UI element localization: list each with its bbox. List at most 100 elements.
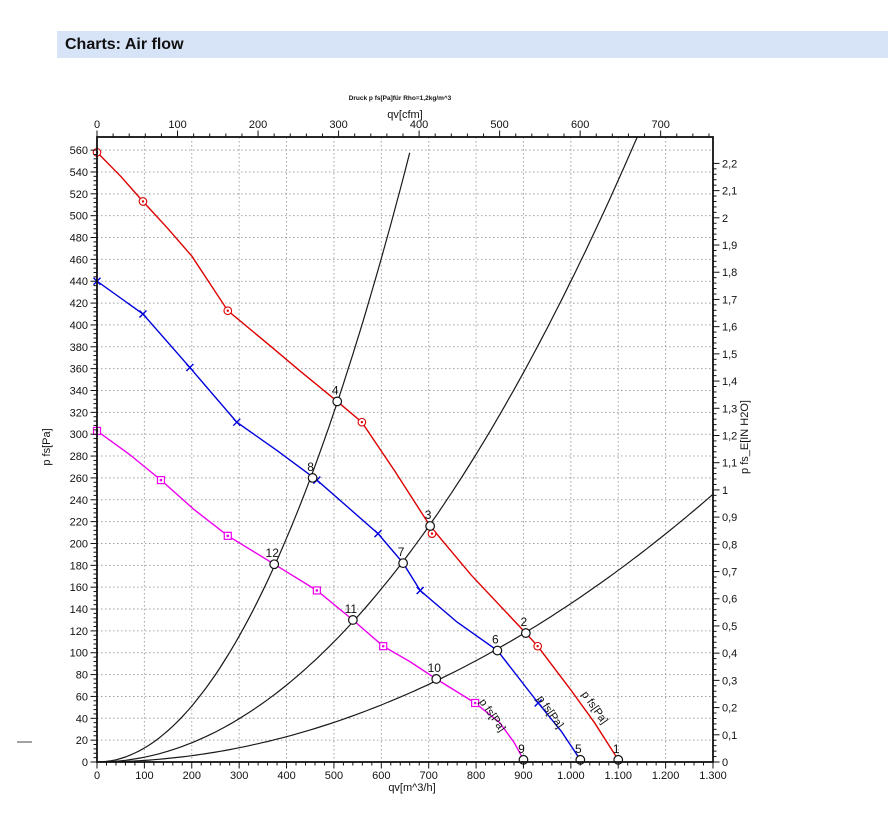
right-axis-tick-label: 1,9	[722, 240, 737, 252]
right-axis-tick-label: 1,1	[722, 458, 737, 470]
operating-point-6	[492, 645, 503, 656]
fan-curve-red-markers	[92, 147, 543, 651]
right-axis-tick-label: 0,4	[722, 648, 737, 660]
margin-dash: —	[17, 733, 32, 750]
left-axis-tick-label: 440	[70, 276, 88, 288]
top-axis-tick-label: 200	[249, 119, 267, 131]
x-marker-icon	[534, 699, 543, 707]
top-axis-tick-label: 300	[329, 119, 347, 131]
left-axis-tick-label: 240	[70, 495, 88, 507]
circle-dot-marker-icon	[360, 420, 364, 424]
operating-point-label-3: 3	[425, 508, 432, 522]
right-axis-tick-label: 0,5	[722, 621, 737, 633]
x-marker-icon	[185, 363, 194, 372]
x-marker-icon	[138, 310, 147, 319]
operating-point-4	[332, 396, 343, 407]
left-axis-tick-label: 120	[70, 626, 88, 638]
page-title: Charts: Air flow	[65, 35, 184, 53]
right-axis-tick-label: 0,9	[722, 512, 737, 524]
left-axis-tick-label: 500	[70, 211, 88, 223]
system-curves	[97, 137, 713, 762]
right-axis-tick-label: 1,3	[722, 403, 737, 415]
left-axis-tick-label: 340	[70, 385, 88, 397]
square-dot-marker-icon	[473, 701, 477, 705]
right-axis-tick-label: 1,2	[722, 430, 737, 442]
bottom-axis-title: qv[m^3/h]	[388, 782, 435, 794]
fan-curve-magenta-end-label: p fs[Pa]	[476, 697, 507, 734]
left-axis-tick-label: 480	[70, 233, 88, 245]
operating-point-label-6: 6	[492, 633, 499, 647]
operating-point-label-2: 2	[520, 615, 527, 629]
square-dot-marker-icon	[226, 534, 230, 538]
left-axis-tick-label: 420	[70, 298, 88, 310]
right-axis-tick-label: 0	[722, 757, 728, 769]
bottom-axis-tick-label: 1.200	[652, 770, 680, 782]
top-axis-tick-label: 500	[490, 119, 508, 131]
right-axis-tick-label: 0,6	[722, 594, 737, 606]
right-axis-tick-label: 0,7	[722, 567, 737, 579]
fan-curve-blue-markers	[93, 277, 543, 707]
right-axis-tick-label: 1,8	[722, 267, 737, 279]
right-axis-tick-label: 0,8	[722, 539, 737, 551]
left-axis-tick-label: 160	[70, 582, 88, 594]
plot-border	[96, 136, 714, 763]
operating-point-label-8: 8	[307, 460, 314, 474]
left-axis-tick-label: 0	[82, 757, 88, 769]
right-axis-tick-label: 1,6	[722, 322, 737, 334]
chart-title: Druck p fs[Pa]für Rho=1,2kg/m^3	[349, 94, 452, 102]
operating-point-label-5: 5	[575, 742, 582, 756]
left-axis-tick-label: 560	[70, 145, 88, 157]
top-axis-tick-label: 0	[94, 119, 100, 131]
square-dot-marker-icon	[381, 644, 385, 648]
left-axis-tick-label: 180	[70, 560, 88, 572]
operating-point-11	[347, 615, 358, 625]
left-axis-tick-label: 280	[70, 451, 88, 463]
x-marker-icon	[373, 529, 382, 538]
left-axis-tick-label: 220	[70, 517, 88, 529]
left-axis-tick-label: 260	[70, 473, 88, 485]
fan-curve-blue	[97, 280, 581, 761]
right-axis-tick-label: 2	[722, 213, 728, 225]
left-axis-tick-label: 380	[70, 342, 88, 354]
top-axis-tick-label: 100	[168, 119, 186, 131]
bottom-axis-tick-label: 300	[230, 770, 248, 782]
bottom-axis-tick-label: 1.300	[699, 770, 727, 782]
bottom-axis-tick-label: 900	[514, 770, 532, 782]
right-axis-tick-label: 0,1	[722, 730, 737, 742]
bottom-axis-tick-label: 500	[325, 770, 343, 782]
right-axis-tick-label: 2,2	[722, 158, 737, 170]
right-axis-tick-label: 1	[722, 485, 728, 497]
left-axis-tick-label: 460	[70, 254, 88, 266]
operating-point-8	[307, 473, 318, 483]
operating-point-label-12: 12	[266, 546, 280, 560]
chart-grid	[97, 137, 713, 762]
right-axis-title: p fs_E[IN H2O]	[739, 400, 751, 474]
bottom-axis-tick-label: 0	[94, 770, 100, 782]
operating-point-12	[269, 559, 280, 570]
operating-point-label-9: 9	[518, 742, 525, 756]
left-axis-tick-label: 540	[70, 167, 88, 179]
operating-point-label-11: 11	[345, 602, 358, 616]
left-axis-tick-label: 20	[76, 735, 88, 747]
left-axis-tick-label: 40	[76, 713, 88, 725]
bottom-axis-tick-label: 400	[277, 770, 295, 782]
bottom-axis-tick-label: 100	[135, 770, 153, 782]
fan-curve-blue-end-label: p fs[Pa]	[534, 693, 565, 730]
operating-point-label-10: 10	[428, 661, 442, 675]
operating-point-10	[431, 674, 442, 684]
operating-point-3	[425, 521, 436, 531]
right-axis-tick-label: 1,4	[722, 376, 737, 388]
bottom-axis-tick-label: 1.100	[604, 770, 632, 782]
left-axis-tick-label: 60	[76, 691, 88, 703]
axis-tick-labels: 0 100 200 300 400 500 600 700 800 900 1.000 1.100 1.…	[41, 94, 751, 794]
bottom-axis-tick-label: 800	[467, 770, 485, 782]
left-axis-tick-label: 300	[70, 429, 88, 441]
circle-dot-marker-icon	[430, 532, 434, 535]
operating-point-label-4: 4	[332, 383, 339, 397]
bottom-axis-tick-label: 600	[372, 770, 390, 782]
left-axis-tick-label: 400	[70, 320, 88, 332]
operating-point-7	[398, 558, 409, 569]
x-marker-icon	[232, 418, 241, 427]
